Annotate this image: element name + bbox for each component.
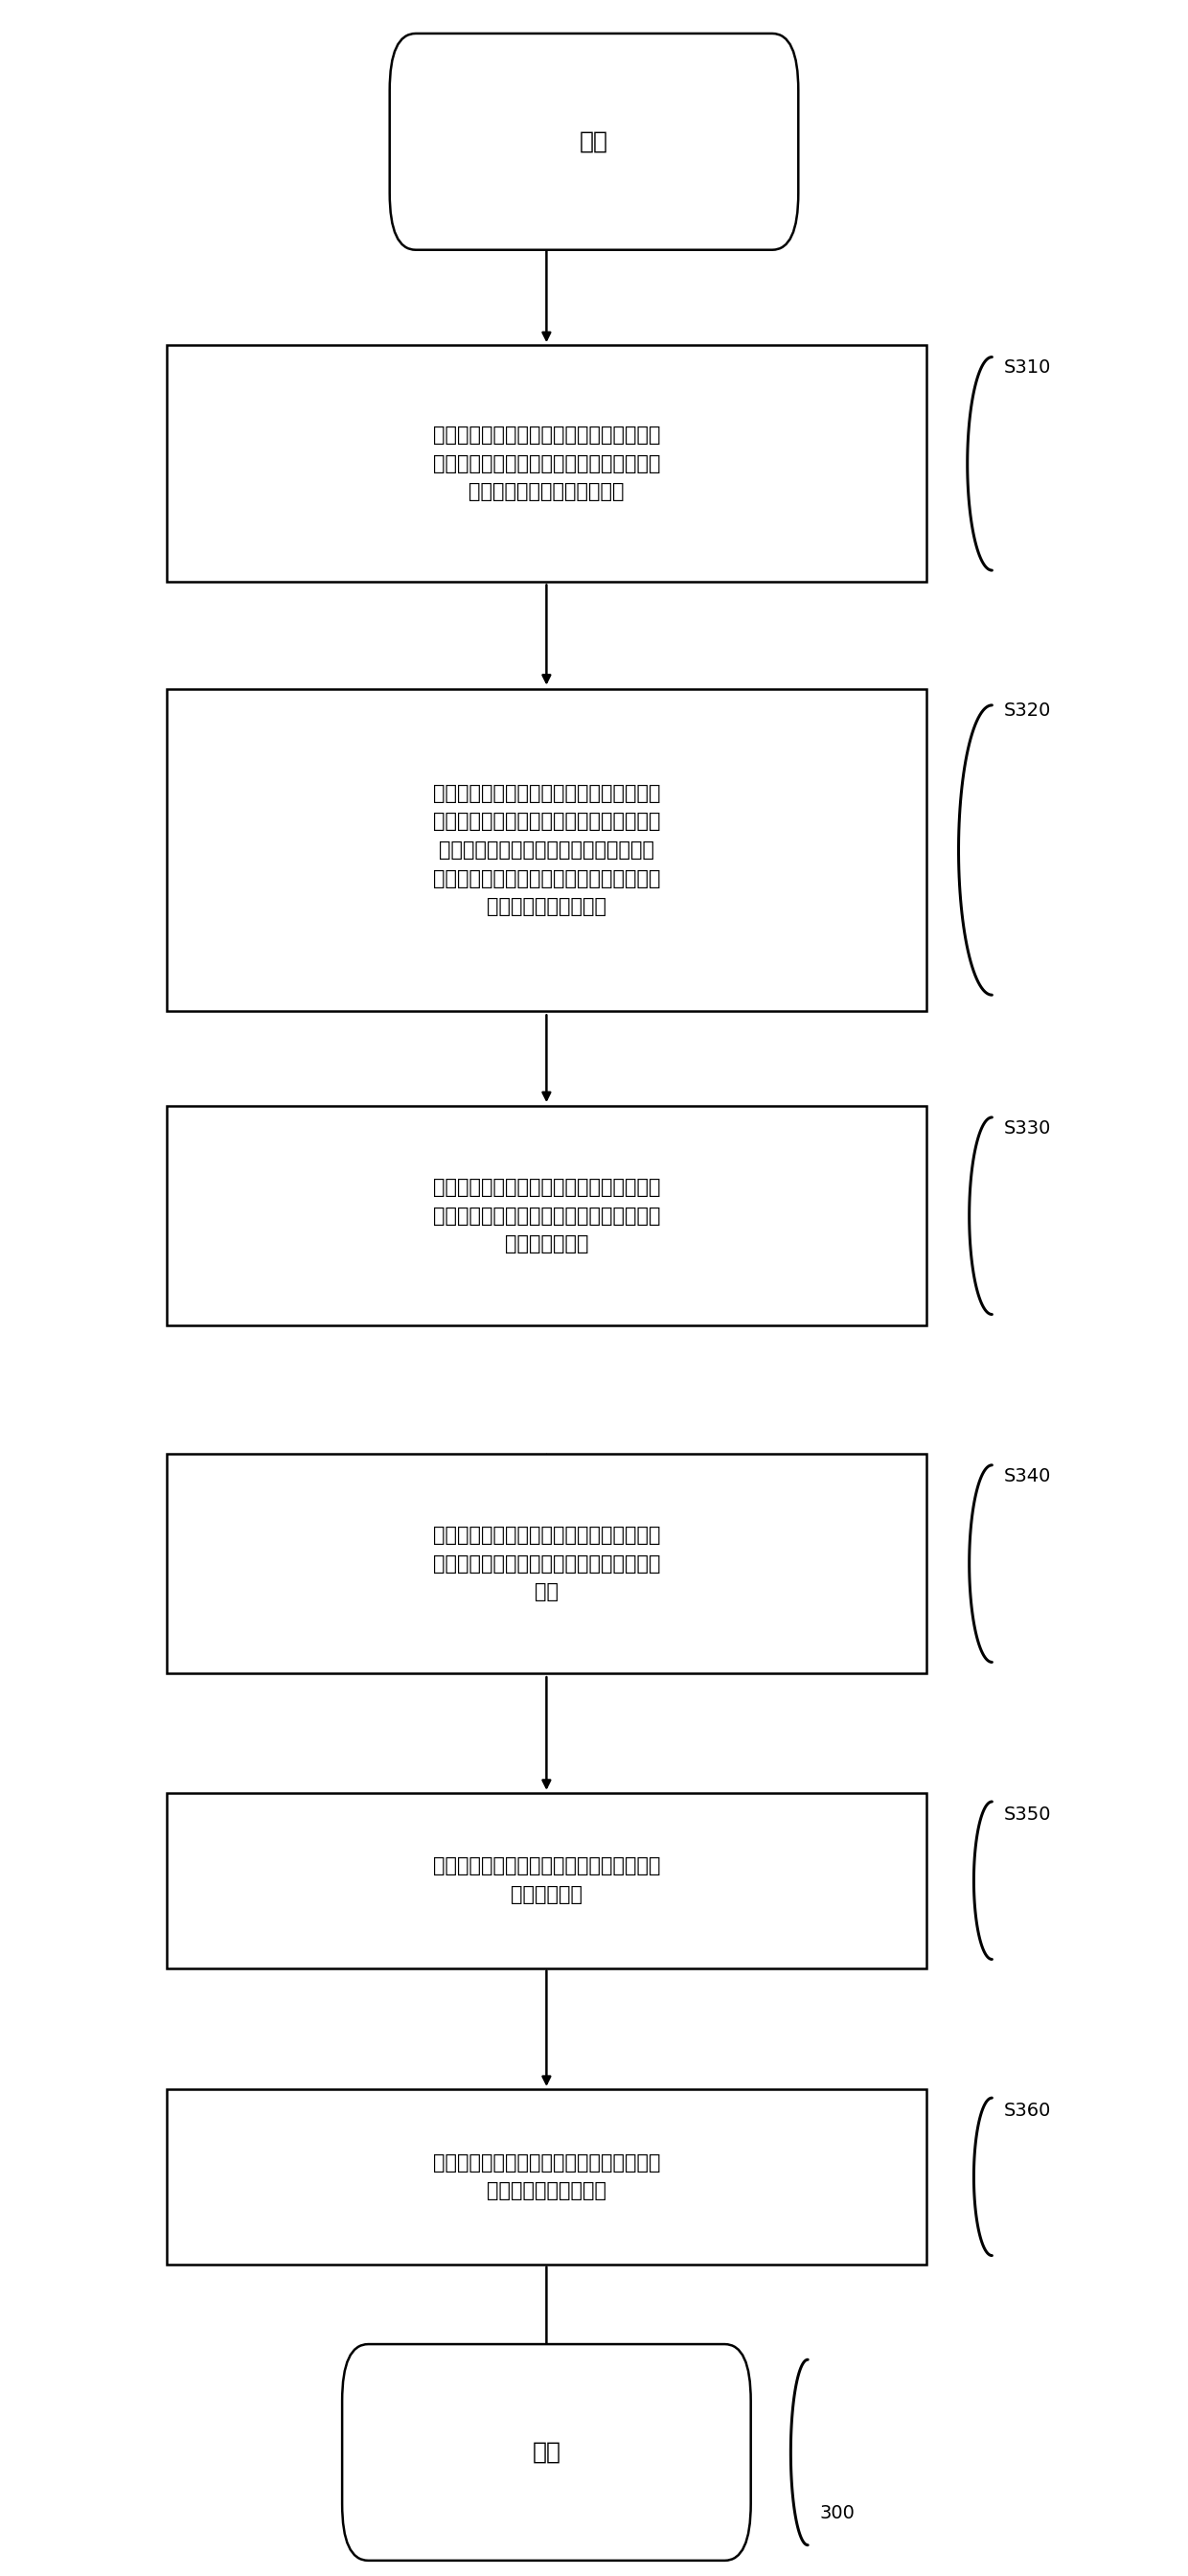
Text: S330: S330 [1004,1118,1051,1139]
Text: 开始: 开始 [580,131,608,152]
Bar [166,1108,927,1324]
Text: 300: 300 [820,2504,855,2522]
Text: S360: S360 [1004,2102,1051,2120]
Text: 基于对所统计的频率值分布变化的监测来确
定叶片的状态是否异常: 基于对所统计的频率值分布变化的监测来确 定叶片的状态是否异常 [432,2154,661,2200]
Text: 选择频率分布的时间变化趋势中能量最高的
预定数目条频率线，每条频率线包括多个频
率点: 选择频率分布的时间变化趋势中能量最高的 预定数目条频率线，每条频率线包括多个频 … [432,1525,661,1602]
Text: 对于每个叶片，经由其三轴加速度传感器获
取该叶片在叶片摆舞方向和叶片摆振方向的
当前振动数据和历史振动数据: 对于每个叶片，经由其三轴加速度传感器获 取该叶片在叶片摆舞方向和叶片摆振方向的 … [432,425,661,502]
FancyBboxPatch shape [342,2344,751,2561]
Text: 对于叶片摆舞方向和叶片摆振方向中的每个
方向，对该方向的当前振动数据和历史振动
数据中的每一组振动数据进行运行模态分
析，得到在每一组振动数据的采集时间上叶
片: 对于叶片摆舞方向和叶片摆振方向中的每个 方向，对该方向的当前振动数据和历史振动 … [432,783,661,917]
Text: S350: S350 [1004,1806,1051,1824]
Text: S310: S310 [1004,358,1051,376]
Text: S320: S320 [1004,703,1051,721]
Text: 统计所选择的预定数目条频率线中的频率点
的频率值分布: 统计所选择的预定数目条频率线中的频率点 的频率值分布 [432,1857,661,1904]
Text: S340: S340 [1004,1468,1051,1486]
Bar [166,2089,927,2264]
Text: 结束: 结束 [532,2442,561,2463]
Bar [166,345,927,582]
Bar [166,690,927,1012]
FancyBboxPatch shape [390,33,798,250]
Bar [166,1793,927,1968]
Text: 根据所得到的多个频率分布及对应振动数据
的采集时间，获取叶片模态频率的频率分布
的时间变化趋势: 根据所得到的多个频率分布及对应振动数据 的采集时间，获取叶片模态频率的频率分布 … [432,1177,661,1255]
Bar [166,1453,927,1674]
